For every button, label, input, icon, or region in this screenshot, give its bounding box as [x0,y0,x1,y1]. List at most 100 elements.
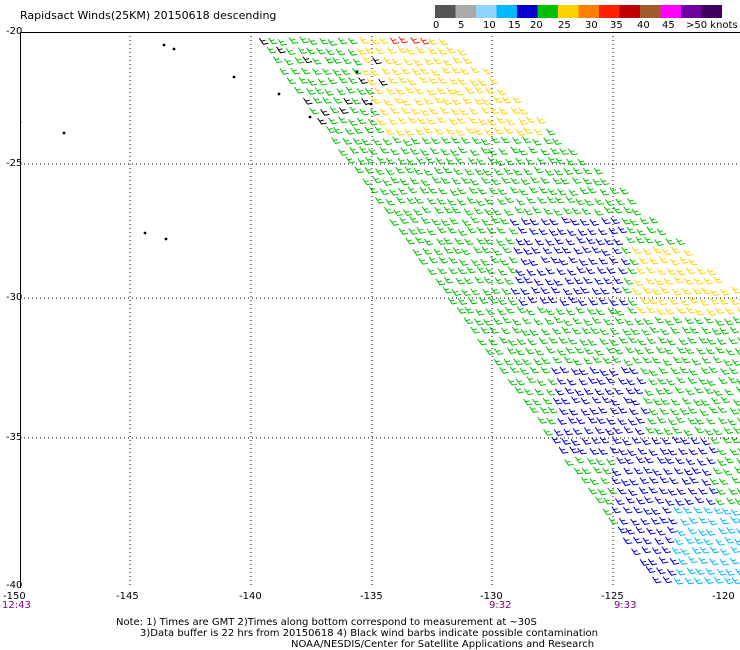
wind-barb [705,347,715,355]
wind-barb [652,576,662,584]
wind-barb [480,147,491,154]
wind-barb [359,108,369,116]
wind-barb [495,159,505,166]
wind-barb [548,229,559,236]
wind-barb [417,117,427,125]
wind-barb [425,156,435,164]
wind-barb [699,546,710,554]
wind-barb [566,158,576,166]
wind-barb [450,108,461,116]
wind-barb [599,338,609,345]
wind-barb [337,37,348,45]
wind-barb [629,258,639,266]
wind-barb [564,459,574,466]
wind-barb [473,246,483,254]
wind-barb [620,258,631,266]
wind-barb [397,157,408,165]
wind-barb [626,449,637,456]
wind-barb [592,356,602,364]
wind-barb [499,336,509,344]
wind-barb [494,127,504,135]
wind-barb [610,398,620,406]
wind-barb [648,408,659,416]
wind-barb [493,348,504,356]
wind-barb [634,428,645,435]
wind-barb [630,398,640,406]
wind-barb [329,106,340,114]
wind-barb [646,306,656,314]
wind-barb [328,117,338,125]
wind-barb [335,48,346,56]
wind-barb [599,178,610,186]
wind-barb [332,68,342,76]
wind-barb [587,186,597,194]
wind-barb [583,277,593,284]
wind-barb [495,239,506,246]
wind-barb [416,227,426,234]
wind-barb [470,288,480,296]
wind-barb [437,48,447,55]
wind-barb [645,277,655,285]
wind-barb [580,476,591,484]
wind-barb [397,76,408,84]
wind-barb [578,378,588,386]
wind-barb [716,338,727,345]
wind-barb [385,157,396,165]
wind-barb [604,388,614,396]
wind-barb [520,218,531,225]
wind-barb [701,326,711,334]
wind-barb [623,467,633,475]
wind-barb [676,376,686,384]
wind-barb [414,98,424,106]
wind-barb [647,558,658,566]
wind-barb [379,188,390,196]
wind-barb [670,258,680,266]
wind-barb [645,426,655,434]
island-dot [232,75,236,79]
wind-barb [654,278,664,286]
wind-barb [720,396,731,404]
wind-barb [662,576,673,584]
wind-barb [496,116,506,124]
wind-barb [515,276,525,284]
wind-barb [553,316,564,324]
wind-barb [312,57,322,65]
wind-barb [449,149,460,156]
wind-barb [382,138,393,146]
wind-barb [356,48,367,55]
wind-barb [501,176,511,184]
wind-barb [436,226,447,234]
wind-barb [493,318,503,325]
wind-barb [709,546,720,554]
wind-barb [607,307,617,315]
wind-barb [672,356,683,364]
wind-barb [507,298,518,306]
wind-barb [507,339,518,346]
wind-barb [566,268,577,276]
wind-barb [728,367,739,375]
wind-barb [534,238,545,246]
wind-barb [596,417,606,424]
wind-barb [455,277,466,285]
wind-barb [345,156,356,164]
wind-barb [452,247,463,254]
wind-barb [389,107,400,114]
wind-barb [452,56,462,64]
wind-barb [734,538,740,546]
wind-barb [691,467,701,474]
wind-barb [597,228,608,236]
wind-barb [464,168,474,176]
wind-barb [539,297,549,304]
wind-barb [491,216,501,224]
wind-barb [515,129,526,136]
wind-barb [485,348,495,356]
wind-barb [601,217,611,225]
wind-barb [634,318,644,326]
wind-barb [411,68,422,76]
wind-barb [640,297,650,305]
wind-barb [666,338,676,346]
wind-barb [484,128,494,136]
wind-barb [644,236,654,244]
wind-barb [505,158,515,166]
wind-barb [496,226,506,234]
